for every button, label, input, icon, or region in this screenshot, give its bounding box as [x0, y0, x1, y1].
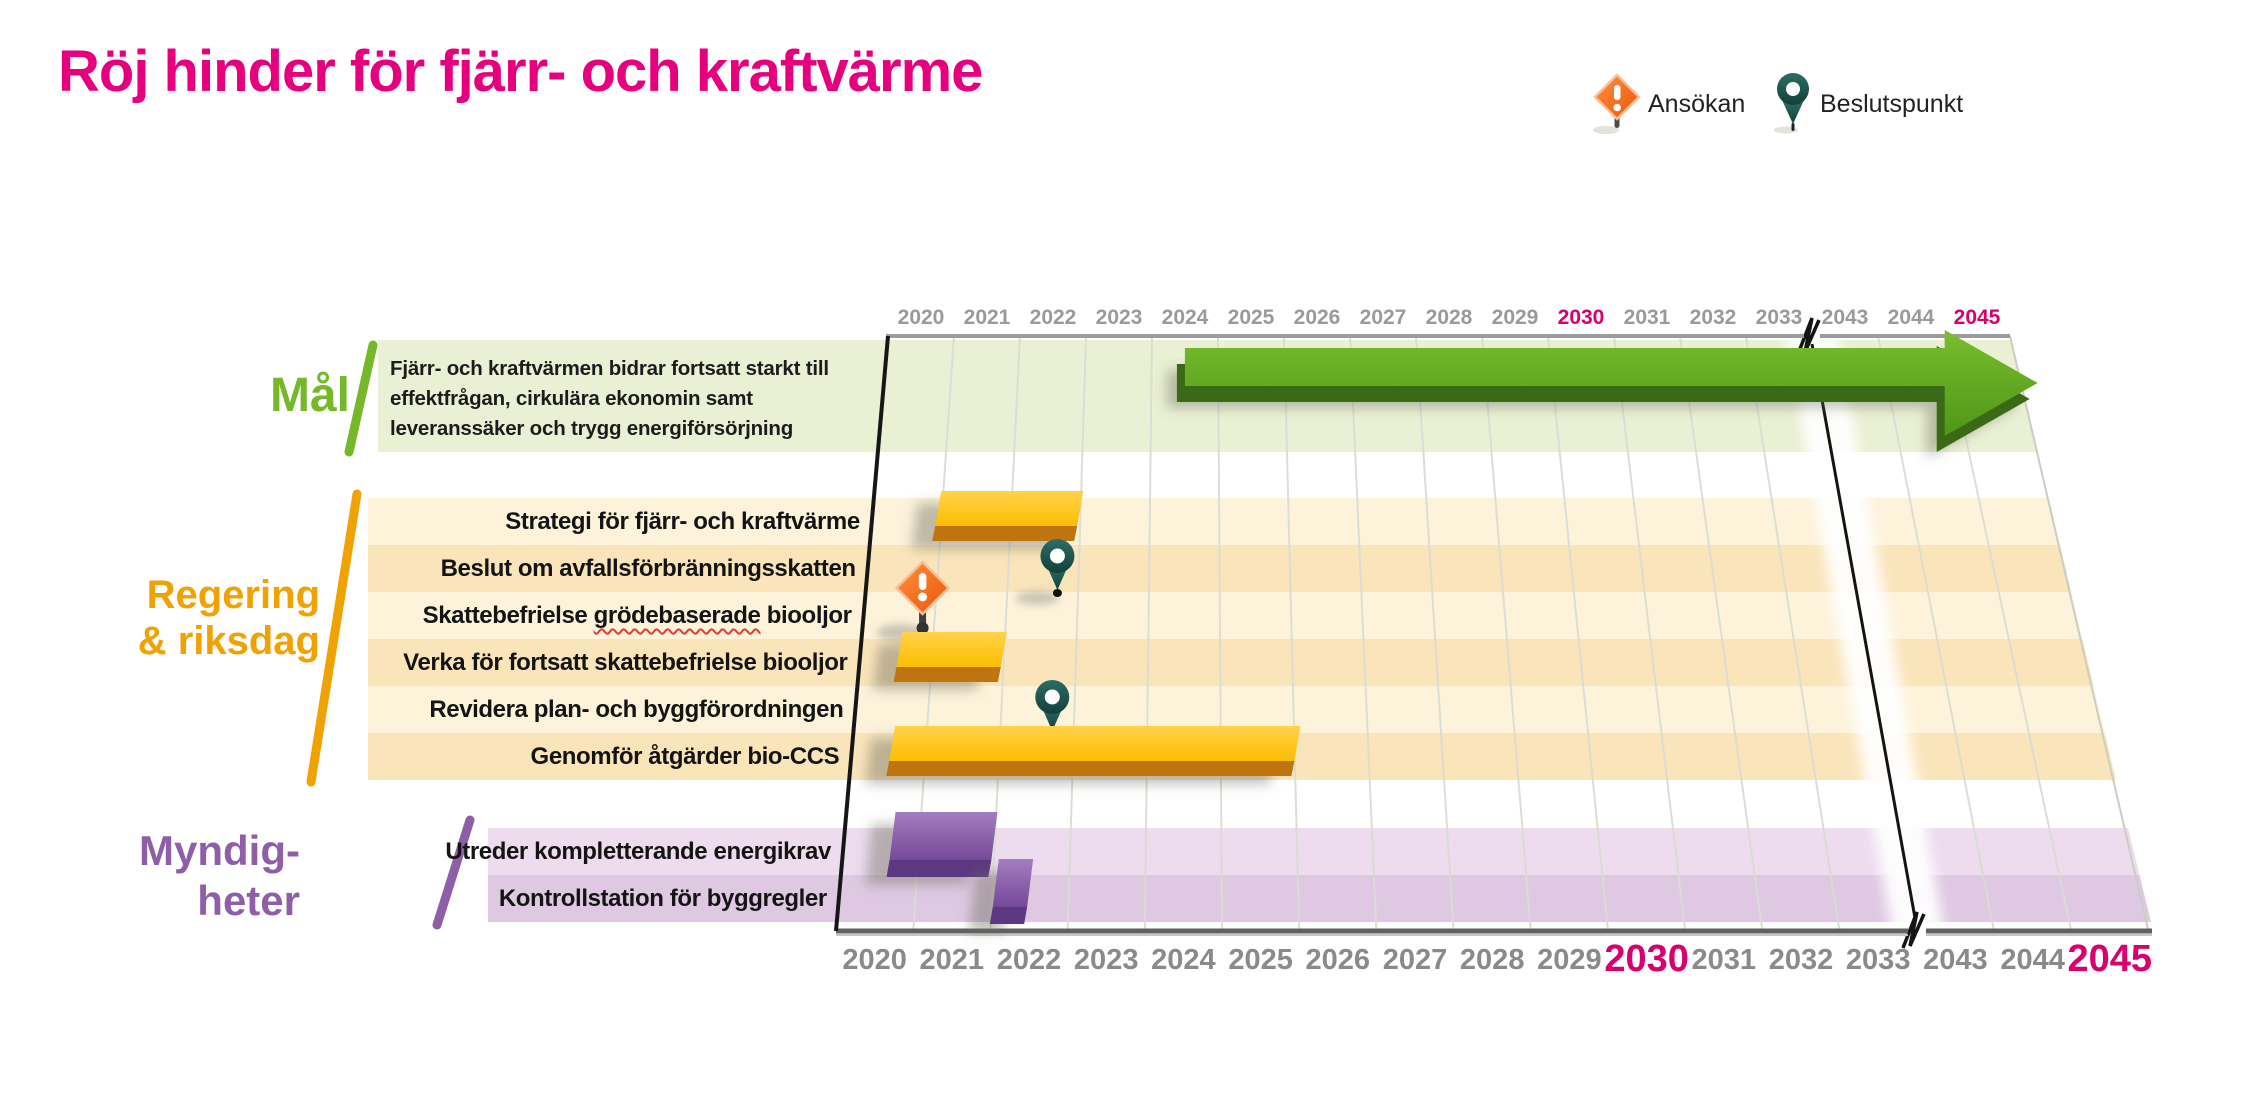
decision-pin-icon	[1774, 73, 1809, 134]
axis-year-top: 2030	[1557, 306, 1605, 329]
page-title: Röj hinder för fjärr- och kraftvärme	[58, 39, 983, 104]
axis-year-top: 2028	[1425, 306, 1473, 329]
band-row	[368, 733, 2116, 780]
axis-year-bottom: 2028	[1459, 944, 1525, 976]
axis-year-top: 2025	[1227, 306, 1275, 329]
axis-year-top: 2031	[1623, 306, 1671, 329]
section-label-line: & riksdag	[137, 619, 320, 663]
axis-year-bottom: 2023	[1073, 944, 1139, 976]
axis-year-top: 2045	[1953, 306, 2001, 329]
axis-year-top: 2044	[1887, 306, 1935, 329]
section-label-line: Regering	[146, 573, 320, 617]
band-row	[368, 686, 2116, 733]
axis-year-bottom: 2045	[2067, 938, 2153, 980]
axis-year-top: 2024	[1161, 306, 1209, 329]
section-label-regering: Regering & riksdag	[56, 572, 320, 664]
axis-year-bottom: 2021	[919, 944, 985, 976]
axis-year-bottom: 2024	[1151, 944, 1216, 976]
application-diamond-icon	[1593, 73, 1641, 134]
axis-year-top: 2032	[1689, 306, 1737, 329]
axis-year-bottom: 2044	[2000, 944, 2065, 976]
myndigheter-slash	[432, 815, 475, 930]
axis-year-bottom: 2022	[996, 944, 1062, 976]
axis-year-top: 2023	[1095, 306, 1143, 329]
band-row	[488, 875, 2151, 922]
section-label-mal: Mål	[269, 369, 350, 422]
axis-year-bottom: 2027	[1382, 944, 1448, 976]
axis-year-bottom: 2033	[1845, 944, 1911, 976]
mal-slash	[344, 340, 378, 457]
section-label-line: Myndig-	[139, 827, 300, 874]
axis-year-bottom: 2032	[1768, 944, 1834, 976]
axis-year-bottom: 2029	[1537, 944, 1602, 976]
axis-year-bottom: 2025	[1228, 944, 1293, 976]
government-band	[368, 498, 2116, 780]
band-row	[368, 545, 2116, 592]
axis-year-top: 2022	[1029, 306, 1077, 329]
legend-beslutspunkt-label: Beslutspunkt	[1820, 90, 1964, 118]
axis-year-top: 2029	[1491, 306, 1539, 329]
band-row	[368, 592, 2116, 639]
axis-year-top: 2027	[1359, 306, 1407, 329]
axis-year-bottom: 2020	[842, 944, 907, 976]
axis-year-top: 2043	[1821, 306, 1869, 329]
axis-year-top: 2020	[897, 306, 945, 329]
axis-year-bottom: 2026	[1305, 944, 1371, 976]
agencies-band	[488, 828, 2151, 922]
legend-ansokan-label: Ansökan	[1648, 90, 1746, 118]
band-row	[368, 498, 2116, 545]
band-row	[368, 639, 2116, 686]
axis-year-top: 2026	[1293, 306, 1341, 329]
axis-year-top: 2021	[963, 306, 1011, 329]
axis-year-bottom: 2030	[1604, 938, 1689, 980]
section-label-myndigheter: Myndig- heter	[56, 826, 300, 926]
goal-description: Fjärr- och kraftvärmen bidrar fortsatt s…	[390, 357, 829, 440]
axis-year-bottom: 2031	[1691, 944, 1757, 976]
band-row	[488, 828, 2151, 875]
axis-year-bottom: 2043	[1923, 944, 1988, 976]
axis-year-top: 2033	[1755, 306, 1803, 329]
section-label-line: heter	[197, 877, 300, 924]
